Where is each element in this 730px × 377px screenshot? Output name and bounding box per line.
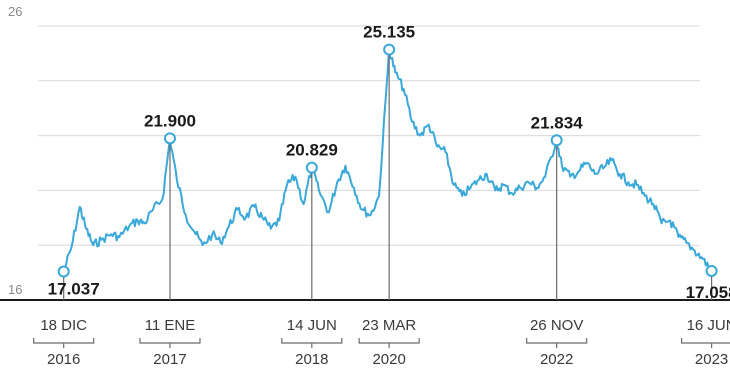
series-line — [62, 48, 713, 272]
peak-value-label: 17.037 — [48, 280, 100, 299]
date-label: 26 NOV — [530, 317, 583, 334]
year-bracket — [33, 338, 95, 344]
year-label: 2018 — [295, 351, 328, 368]
peak-marker — [305, 161, 318, 174]
peak-annotations: 17.037 21.900 20.829 25.135 21.834 17.058 — [48, 23, 730, 302]
peak-marker — [383, 43, 396, 56]
peak-marker — [705, 264, 718, 277]
peak-value-label: 17.058 — [686, 283, 730, 302]
date-label: 18 DIC — [40, 317, 87, 334]
year-label: 2020 — [372, 351, 405, 368]
date-label: 14 JUN — [287, 317, 337, 334]
year-label: 2016 — [47, 351, 80, 368]
date-label: 23 MAR — [362, 317, 416, 334]
peak-marker — [57, 265, 70, 278]
peak-value-label: 25.135 — [363, 23, 415, 42]
y-tick-label: 26 — [8, 4, 22, 19]
y-tick-label: 16 — [8, 282, 22, 297]
series-layer — [62, 48, 713, 272]
y-axis: 26 16 — [0, 4, 730, 301]
year-bracket — [139, 338, 201, 344]
peak-value-label: 21.900 — [144, 111, 196, 130]
year-bracket — [358, 338, 420, 344]
peak-marker — [163, 132, 176, 145]
peak-value-label: 20.829 — [286, 141, 338, 160]
date-label: 16 JUN — [687, 317, 730, 334]
gridlines — [38, 25, 700, 246]
year-label: 2023 — [695, 351, 728, 368]
year-bracket — [281, 338, 343, 344]
peak-value-label: 21.834 — [531, 113, 584, 132]
year-bracket — [526, 338, 588, 344]
date-label: 11 ENE — [145, 317, 196, 334]
year-label: 2017 — [153, 351, 186, 368]
year-label: 2022 — [540, 351, 573, 368]
peak-marker — [550, 134, 563, 147]
year-bracket — [681, 338, 730, 344]
x-axis-labels: 18 DIC 2016 11 ENE 2017 14 JUN 2018 23 MAR 2020… — [33, 317, 730, 368]
